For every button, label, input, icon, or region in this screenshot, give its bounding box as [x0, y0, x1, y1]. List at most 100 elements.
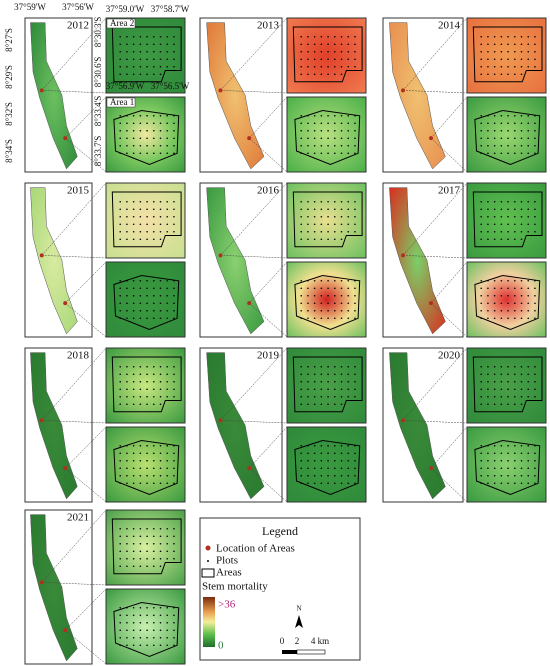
plot	[119, 557, 122, 560]
plot	[534, 58, 536, 61]
plot	[166, 287, 169, 290]
plot	[507, 365, 509, 368]
plot	[166, 230, 169, 233]
plot	[126, 58, 128, 61]
plot	[166, 365, 169, 368]
plot	[307, 215, 309, 218]
plot	[320, 43, 323, 46]
plot	[333, 317, 336, 320]
plot	[132, 482, 135, 485]
plot	[166, 223, 169, 226]
study-region	[206, 352, 265, 500]
plot	[132, 287, 135, 290]
plot	[340, 294, 343, 297]
plot	[487, 144, 489, 147]
plot	[132, 395, 135, 398]
plot	[307, 365, 309, 368]
plot	[132, 606, 135, 609]
plot	[152, 365, 155, 368]
connector	[65, 588, 107, 631]
plot	[152, 144, 155, 147]
plot	[527, 137, 530, 140]
plot	[333, 122, 336, 125]
plot	[340, 388, 343, 391]
plot	[159, 65, 162, 68]
plot	[320, 200, 323, 203]
plot	[126, 114, 128, 117]
plot	[513, 200, 516, 203]
plot	[313, 317, 316, 320]
plot	[159, 636, 162, 639]
plot	[132, 302, 135, 305]
plot	[347, 152, 350, 155]
plot	[480, 395, 483, 398]
plot	[513, 129, 516, 132]
plot	[507, 474, 509, 477]
area-outline	[294, 109, 361, 166]
plot	[347, 287, 350, 290]
plot	[152, 302, 155, 305]
plot	[520, 200, 523, 203]
scale-max: >36	[218, 599, 236, 611]
plot	[520, 73, 523, 76]
plot	[313, 129, 316, 132]
plot	[333, 302, 336, 305]
plot	[527, 279, 530, 282]
plot	[513, 294, 516, 297]
plot	[126, 373, 128, 376]
plot	[493, 287, 496, 290]
plot	[480, 137, 483, 140]
area-location	[401, 418, 405, 423]
plot	[119, 474, 122, 477]
area-location	[429, 136, 433, 141]
plot	[126, 144, 128, 147]
plot	[340, 223, 343, 226]
plot	[507, 444, 509, 447]
plot	[347, 122, 350, 125]
plot	[507, 238, 509, 241]
plot	[159, 302, 162, 305]
plot	[333, 152, 336, 155]
plot	[493, 380, 496, 383]
connector	[65, 96, 107, 139]
plot	[152, 35, 155, 38]
plot	[313, 152, 316, 155]
plot	[320, 403, 323, 406]
area-outline	[111, 356, 182, 413]
plot	[313, 474, 316, 477]
plot	[307, 482, 309, 485]
year-label: 2016	[257, 185, 280, 197]
plot	[534, 287, 536, 290]
plot	[347, 58, 350, 61]
connector	[402, 420, 468, 424]
plot	[159, 114, 162, 117]
plot	[320, 114, 323, 117]
plot	[347, 200, 350, 203]
plot	[159, 73, 162, 76]
plot	[340, 309, 343, 312]
plot	[340, 152, 343, 155]
plot	[340, 208, 343, 211]
plot	[159, 550, 162, 553]
plot	[513, 459, 516, 462]
plot	[520, 43, 523, 46]
study-region	[206, 22, 265, 170]
plot	[487, 380, 489, 383]
plot	[126, 230, 128, 233]
plot	[307, 294, 309, 297]
plot	[126, 459, 128, 462]
connector	[402, 17, 468, 91]
plot	[327, 208, 329, 211]
plot	[307, 114, 309, 117]
plot	[500, 309, 503, 312]
plot	[146, 565, 148, 568]
plot	[354, 223, 356, 226]
plot	[307, 452, 309, 455]
plot	[139, 542, 142, 545]
plot	[493, 129, 496, 132]
plot	[493, 65, 496, 68]
plot	[527, 152, 530, 155]
plot	[527, 395, 530, 398]
panel: 2015	[24, 182, 186, 338]
